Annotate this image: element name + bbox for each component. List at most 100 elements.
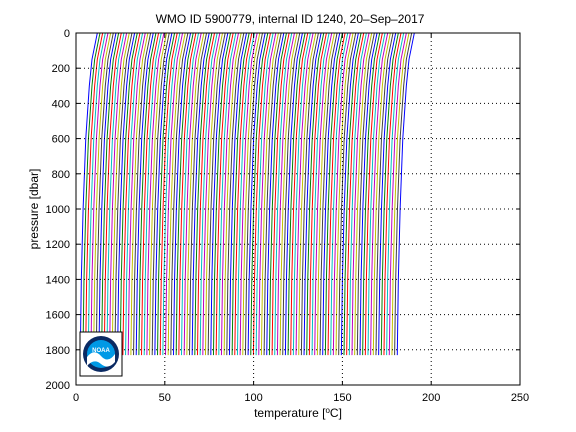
profile-line [234, 32, 253, 356]
profile-line [194, 32, 213, 356]
profile-line [210, 32, 229, 356]
chart-title: WMO ID 5900779, internal ID 1240, 20–Sep… [156, 12, 425, 26]
profile-line [178, 32, 197, 356]
y-axis-ticks: 0 200 400 600 800 1000 1200 1400 1600 1800 2000 [46, 28, 520, 392]
profile-line [191, 32, 210, 356]
profile-line [292, 32, 311, 356]
profile-line [223, 32, 242, 356]
y-tick-label: 1200 [46, 239, 70, 251]
profile-line [109, 32, 128, 356]
profile-line [135, 32, 154, 356]
profile-line [332, 32, 351, 356]
profile-line [252, 32, 271, 356]
x-axis-label-prefix: temperature [ [254, 406, 326, 420]
profile-line [372, 32, 391, 356]
profile-line [199, 32, 218, 356]
profile-line [202, 32, 221, 356]
profile-line [228, 32, 247, 356]
profile-line [151, 32, 170, 356]
x-tick-label: 100 [244, 392, 262, 404]
profile-line [308, 32, 327, 356]
profile-line [103, 32, 122, 356]
y-axis-label: pressure [dbar] [27, 169, 41, 250]
profile-line [111, 32, 130, 356]
x-tick-label: 0 [73, 392, 79, 404]
profile-line [117, 32, 136, 356]
profile-line [364, 32, 383, 356]
profile-line [85, 32, 104, 356]
profile-line [354, 32, 373, 356]
x-tick-label: 50 [159, 392, 171, 404]
profile-line [375, 32, 394, 356]
profile-line [351, 32, 370, 356]
profile-line [98, 32, 117, 356]
profile-line [356, 32, 375, 356]
profile-line [82, 32, 101, 356]
profile-line [394, 32, 413, 356]
profile-line [165, 32, 184, 356]
profile-line [300, 32, 319, 356]
profile-line [218, 32, 237, 356]
x-axis-label-suffix: C] [330, 406, 342, 420]
profile-line [367, 32, 386, 356]
profile-line [79, 32, 98, 356]
y-tick-label: 1800 [46, 345, 70, 357]
profile-line [271, 32, 290, 356]
profile-line [306, 32, 325, 356]
profile-line [167, 32, 186, 356]
profile-line [340, 32, 359, 356]
profile-line [335, 32, 354, 356]
profile-line [188, 32, 208, 356]
profile-line [316, 32, 335, 356]
profile-line [287, 32, 306, 356]
profile-line [215, 32, 234, 356]
profile-line [236, 32, 255, 356]
x-tick-label: 150 [333, 392, 351, 404]
profile-line [359, 32, 378, 356]
y-tick-label: 1400 [46, 274, 70, 286]
profile-line [101, 32, 120, 356]
profile-line [226, 32, 245, 356]
profile-line [260, 32, 279, 356]
profile-line [90, 32, 109, 356]
profile-line [231, 32, 250, 356]
y-tick-label: 1000 [46, 204, 70, 216]
y-tick-label: 400 [52, 98, 70, 110]
profile-line [311, 32, 330, 356]
profile-line [175, 32, 194, 356]
profile-line [220, 32, 239, 356]
profile-line [157, 32, 176, 356]
profile-line [290, 32, 309, 356]
profile-line [348, 32, 367, 356]
profile-line [380, 32, 399, 356]
profile-line [319, 32, 338, 356]
profile-line [95, 32, 114, 356]
profile-line [247, 32, 266, 356]
profile-line [127, 32, 146, 356]
profile-line [114, 32, 133, 356]
profile-line [250, 32, 269, 356]
x-tick-label: 200 [422, 392, 440, 404]
profile-line [284, 32, 303, 356]
profile-line [186, 32, 205, 356]
profile-line [87, 32, 106, 356]
profile-line [207, 32, 226, 356]
profile-line [327, 32, 346, 356]
profile-line [106, 32, 125, 356]
profile-line [268, 32, 287, 356]
profile-line [266, 32, 285, 356]
profile-line [170, 32, 189, 356]
profile-line [324, 32, 343, 356]
profile-line [263, 32, 282, 356]
profile-line [212, 32, 232, 356]
profile-line [130, 32, 149, 356]
profile-line [330, 32, 349, 356]
x-axis-label-degree: o [325, 406, 330, 415]
profile-line [279, 32, 298, 356]
profile-line [391, 32, 410, 356]
x-axis-label: temperature [oC] [254, 406, 342, 421]
profile-line [378, 32, 397, 356]
profile-line [276, 32, 295, 356]
profile-line [133, 32, 152, 356]
